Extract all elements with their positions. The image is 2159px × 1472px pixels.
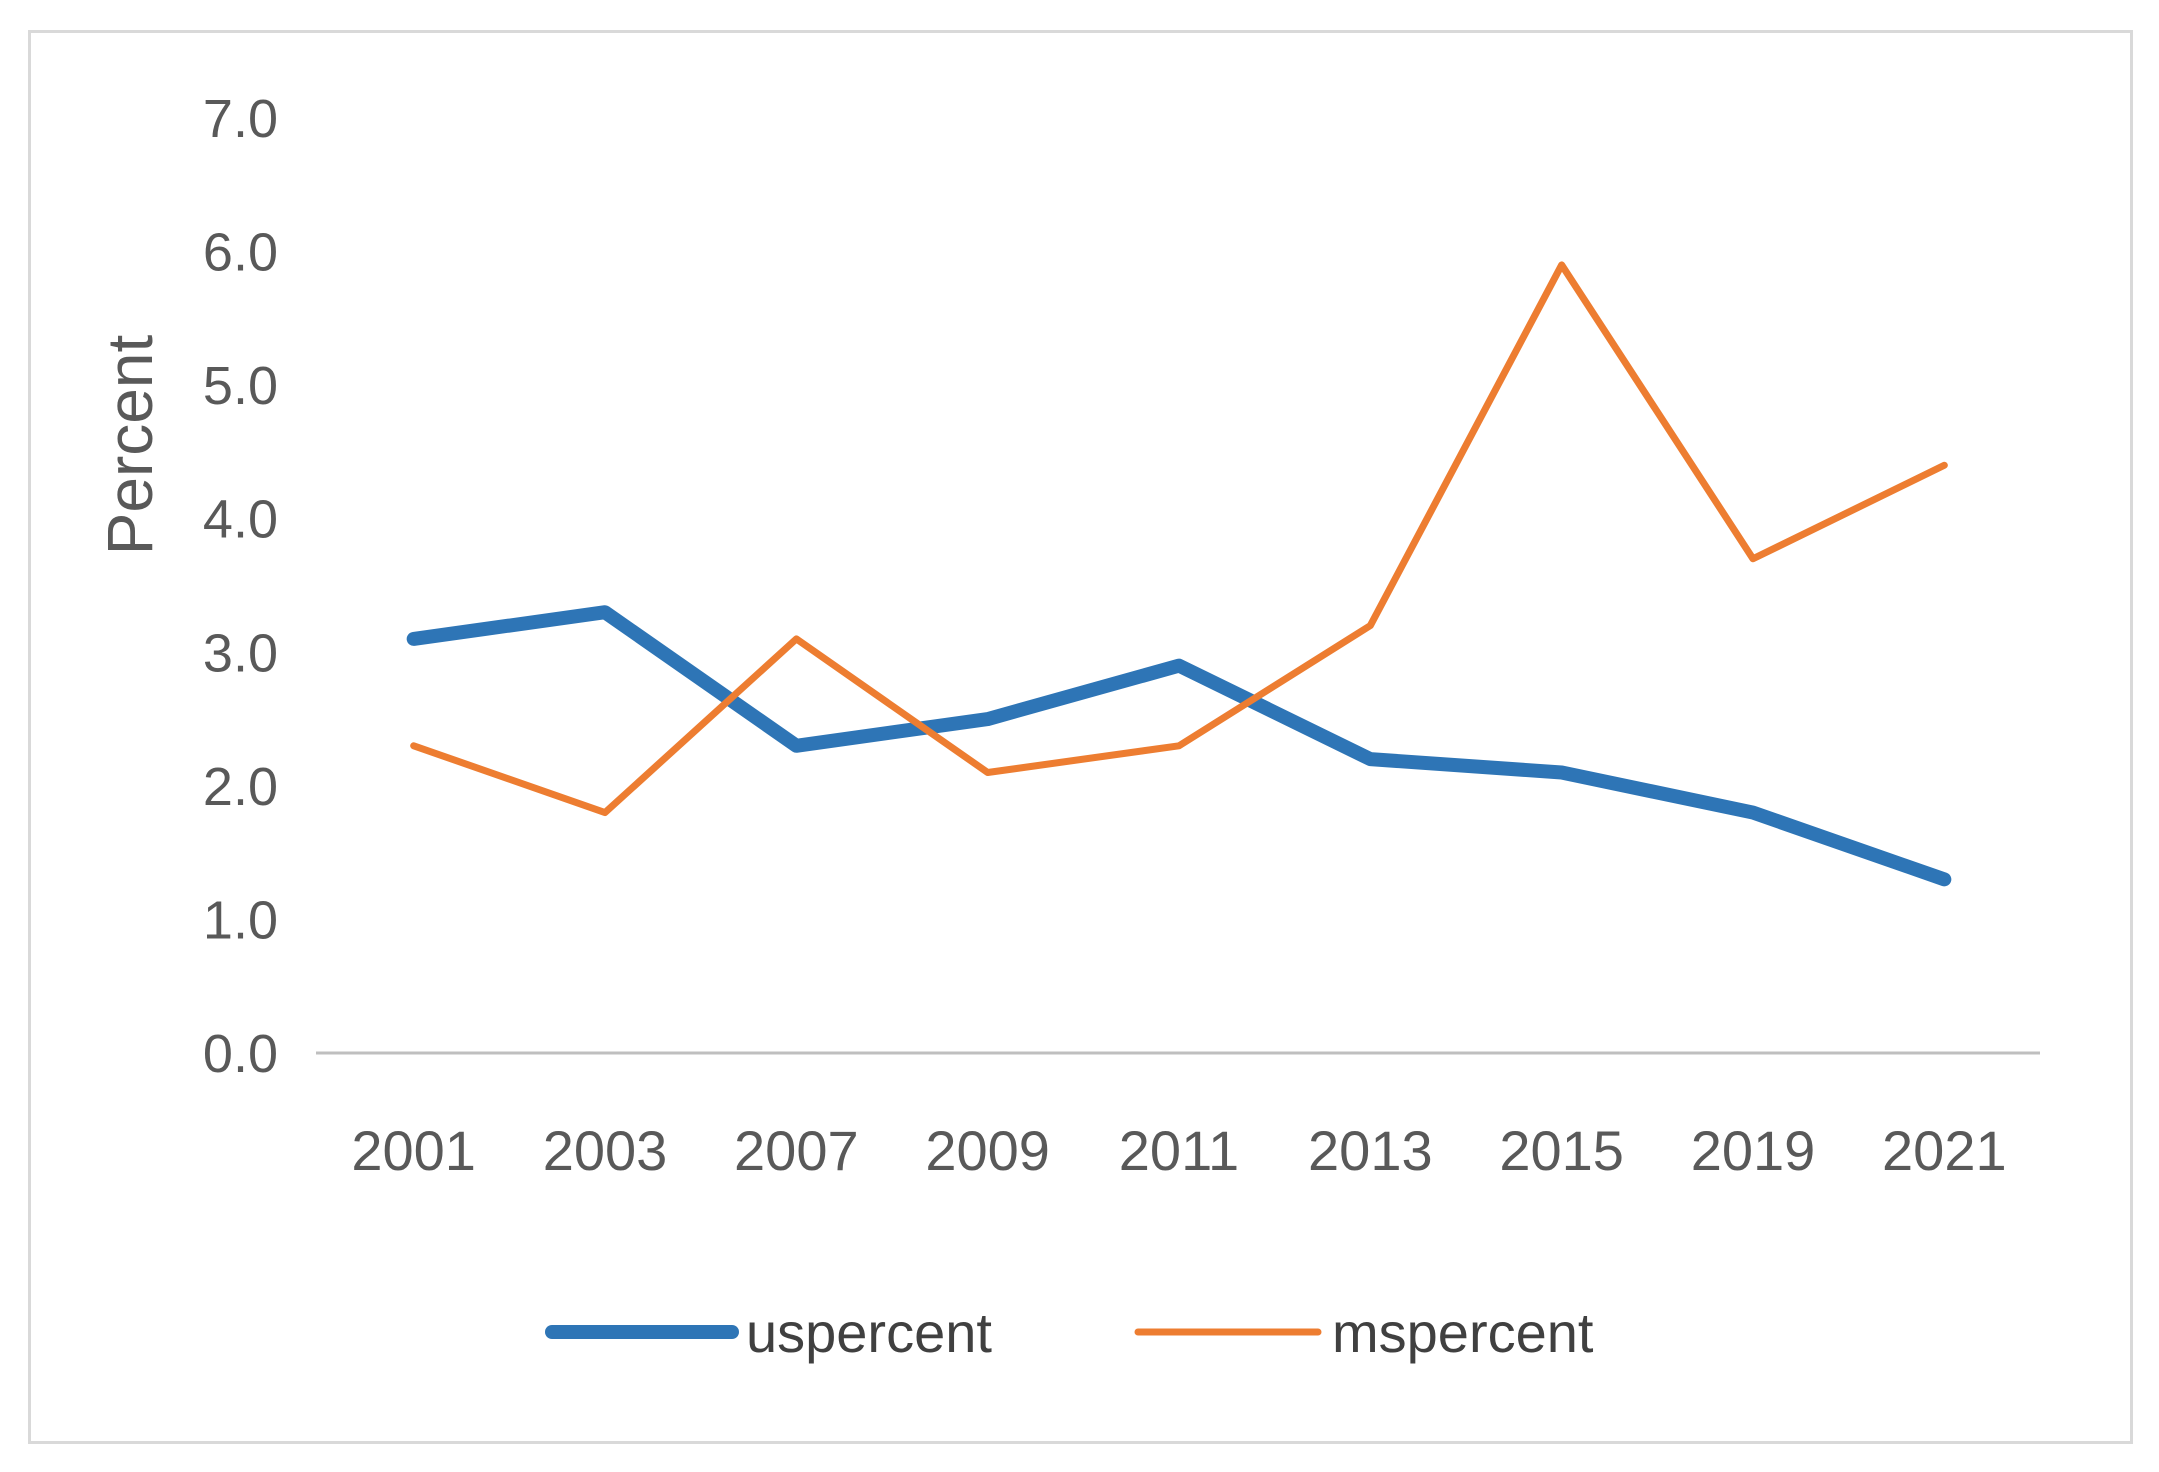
legend-label-mspercent: mspercent xyxy=(1332,1301,1594,1364)
series-layer xyxy=(406,261,1952,887)
y-axis-tick-label: 0.0 xyxy=(203,1024,278,1084)
x-axis-tick-label: 2009 xyxy=(925,1119,1050,1182)
tick-label-layer: 0.0 1.0 2.0 3.0 4.0 5.0 6.0 7.0 2001 2003 2007 2009… xyxy=(203,89,2007,1182)
y-axis-tick-label: 4.0 xyxy=(203,490,278,550)
y-axis-tick-label: 5.0 xyxy=(203,356,278,416)
x-axis-tick-label: 2011 xyxy=(1119,1119,1239,1182)
x-axis-tick-label: 2003 xyxy=(543,1119,668,1182)
x-axis-tick-label: 2021 xyxy=(1882,1119,2007,1182)
x-axis-tick-label: 2013 xyxy=(1308,1119,1433,1182)
y-axis-tick-label: 2.0 xyxy=(203,757,278,817)
legend-entry-mspercent: mspercent xyxy=(1134,1301,1594,1364)
x-axis-tick-label: 2019 xyxy=(1691,1119,1816,1182)
y-axis-tick-label: 6.0 xyxy=(203,223,278,283)
series-line-mspercent xyxy=(410,261,1948,817)
y-axis-tick-label: 3.0 xyxy=(203,623,278,683)
x-axis-tick-label: 2015 xyxy=(1499,1119,1624,1182)
x-axis-tick-label: 2001 xyxy=(351,1119,476,1182)
series-line-uspercent xyxy=(406,605,1952,887)
figure-frame xyxy=(28,30,2133,1444)
legend-entry-uspercent: uspercent xyxy=(545,1301,992,1364)
legend: uspercent mspercent xyxy=(545,1301,1594,1364)
legend-label-uspercent: uspercent xyxy=(746,1301,992,1364)
x-axis-tick-label: 2007 xyxy=(734,1119,859,1182)
y-axis-tick-label: 1.0 xyxy=(203,890,278,950)
y-axis-title: Percent xyxy=(94,335,166,556)
y-axis-tick-label: 7.0 xyxy=(203,89,278,149)
